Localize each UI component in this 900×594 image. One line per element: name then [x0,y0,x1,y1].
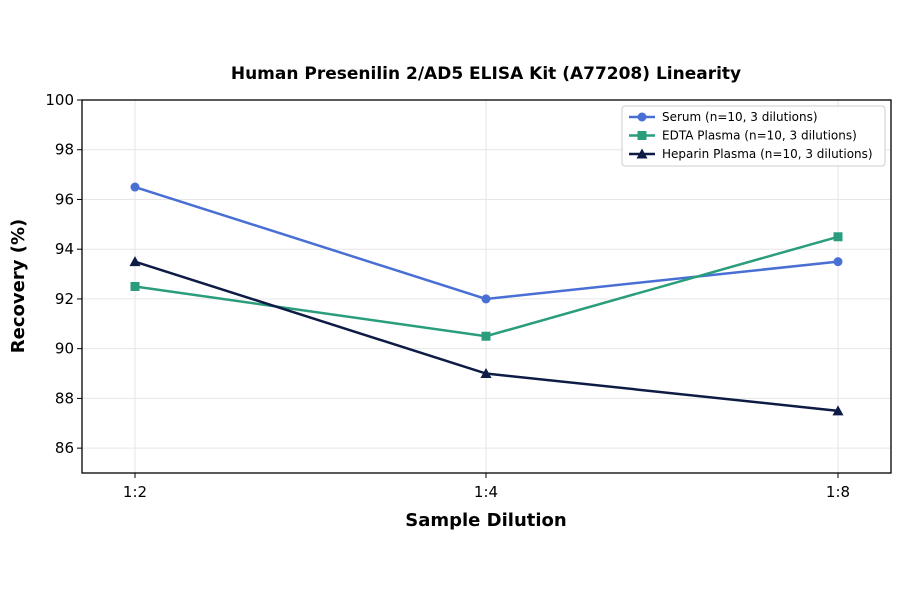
y-tick-label: 98 [55,141,74,159]
data-point [832,405,844,416]
series-1 [130,232,843,341]
y-tick-label: 92 [55,290,74,308]
series-0 [130,182,843,304]
y-tick-label: 100 [45,91,74,109]
data-point [481,331,491,341]
legend-marker [637,131,647,140]
legend-box [621,105,886,167]
data-point [833,232,843,242]
y-axis-label: Recovery (%) [8,219,29,353]
data-point [129,256,141,267]
series-layer [129,182,844,416]
x-tick-label: 1:8 [826,483,850,501]
data-point [833,257,843,267]
legend: Serum (n=10, 3 dilutions) EDTA Plasma (n=… [621,105,886,167]
legend-label: Heparin Plasma (n=10, 3 dilutions) [662,147,873,161]
data-point [130,282,140,291]
legend-item: EDTA Plasma (n=10, 3 dilutions) [629,129,857,143]
legend-label: Serum (n=10, 3 dilutions) [662,110,818,124]
y-tick-label: 94 [55,240,74,258]
legend-label: EDTA Plasma (n=10, 3 dilutions) [662,129,857,143]
legend-item: Heparin Plasma (n=10, 3 dilutions) [629,147,873,161]
x-tick-label: 1:4 [474,483,498,501]
chart-title: Human Presenilin 2/AD5 ELISA Kit (A77208… [231,64,741,84]
x-axis-label: Sample Dilution [405,510,566,531]
data-point [481,294,491,304]
y-tick-label: 88 [55,389,74,407]
legend-item: Serum (n=10, 3 dilutions) [629,110,818,124]
y-tick-label: 86 [55,439,74,457]
legend-marker [636,148,648,159]
series-2 [129,256,844,416]
data-point [130,182,140,192]
y-tick-label: 90 [55,340,74,358]
legend-marker [637,112,647,122]
x-tick-label: 1:2 [123,483,147,501]
tick-layer: 86 88 90 92 94 96 98 100 1:2 1:4 1:8 [45,91,850,501]
data-point [480,368,492,379]
y-tick-label: 96 [55,190,74,208]
